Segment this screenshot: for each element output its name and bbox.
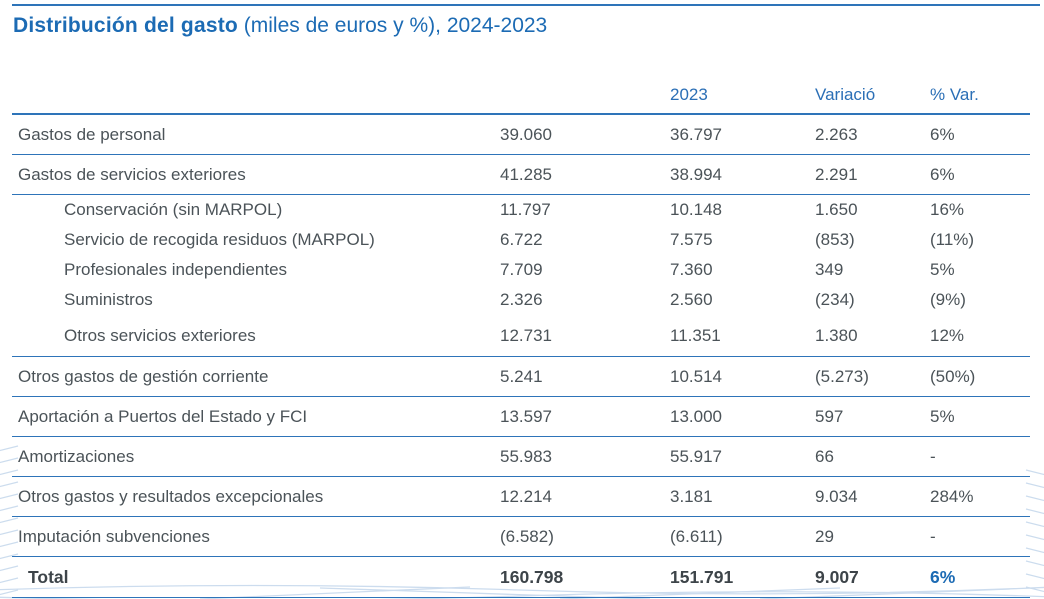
value-pct-var: (11%) xyxy=(930,230,975,249)
row-label: Gastos de personal xyxy=(18,124,166,144)
table-row: Conservación (sin MARPOL) 11.797 10.148 … xyxy=(12,195,1030,225)
value-variation: (5.273) xyxy=(815,366,869,386)
row-label: Otros gastos de gestión corriente xyxy=(18,366,269,386)
header-2023: 2023 xyxy=(670,84,708,104)
table-row: Servicio de recogida residuos (MARPOL) 6… xyxy=(12,225,1030,255)
value-2023: 10.148 xyxy=(670,200,722,219)
table-body: Gastos de personal 39.060 36.797 2.263 6… xyxy=(12,115,1030,598)
value-2023: 10.514 xyxy=(670,366,722,386)
value-variation: 349 xyxy=(815,260,844,279)
value-pct-var: 16% xyxy=(930,200,965,219)
expense-table: 2023 Variació % Var. Gastos de personal … xyxy=(12,76,1030,598)
value-2023: 7.360 xyxy=(670,260,713,279)
value-2024: 39.060 xyxy=(500,124,552,144)
table-row: Profesionales independientes 7.709 7.360… xyxy=(12,255,1030,285)
value-variation: 1.380 xyxy=(815,325,858,345)
value-variation: 597 xyxy=(815,406,844,426)
value-2023: 11.351 xyxy=(670,325,721,345)
value-2024: 55.983 xyxy=(500,446,552,466)
table-row: Gastos de servicios exteriores 41.285 38… xyxy=(12,155,1030,195)
value-2023: 13.000 xyxy=(670,406,722,426)
table-row: Aportación a Puertos del Estado y FCI 13… xyxy=(12,397,1030,437)
title-main: Distribución del gasto xyxy=(13,14,238,37)
value-2023: 7.575 xyxy=(670,230,713,249)
table-row: Amortizaciones 55.983 55.917 66 - xyxy=(12,437,1030,477)
table-header-row: 2023 Variació % Var. xyxy=(12,76,1030,115)
value-2023: 2.560 xyxy=(670,290,713,309)
value-pct-var: 6% xyxy=(930,566,956,587)
value-pct-var: (50%) xyxy=(930,366,976,386)
row-label: Suministros xyxy=(64,290,153,309)
value-variation: 1.650 xyxy=(815,200,858,219)
page-title: Distribución del gasto (miles de euros y… xyxy=(13,14,547,38)
row-label: Gastos de servicios exteriores xyxy=(18,164,246,184)
value-2024: (6.582) xyxy=(500,526,554,546)
value-2024: 7.709 xyxy=(500,260,543,279)
value-2024: 6.722 xyxy=(500,230,543,249)
value-2024: 160.798 xyxy=(500,566,564,587)
table-row: Otros gastos y resultados excepcionales … xyxy=(12,477,1030,517)
value-variation: 9.034 xyxy=(815,486,858,506)
row-label: Amortizaciones xyxy=(18,446,135,466)
value-variation: 29 xyxy=(815,526,834,546)
value-pct-var: 12% xyxy=(930,325,965,345)
table-row: Suministros 2.326 2.560 (234) (9%) xyxy=(12,285,1030,315)
value-variation: 2.291 xyxy=(815,164,858,184)
value-2023: (6.611) xyxy=(670,526,723,546)
value-pct-var: - xyxy=(930,446,936,466)
row-label: Profesionales independientes xyxy=(64,260,288,279)
value-pct-var: - xyxy=(930,526,936,546)
row-label: Servicio de recogida residuos (MARPOL) xyxy=(64,230,375,249)
value-2024: 13.597 xyxy=(500,406,552,426)
value-2023: 3.181 xyxy=(670,486,713,506)
value-2024: 2.326 xyxy=(500,290,543,309)
header-variation: Variació xyxy=(815,84,876,104)
value-2024: 5.241 xyxy=(500,366,543,386)
table-row: Gastos de personal 39.060 36.797 2.263 6… xyxy=(12,115,1030,155)
table-row: Imputación subvenciones (6.582) (6.611) … xyxy=(12,517,1030,557)
value-pct-var: (9%) xyxy=(930,290,966,309)
table-row: Otros servicios exteriores 12.731 11.351… xyxy=(12,315,1030,357)
row-label: Total xyxy=(28,566,69,587)
value-pct-var: 284% xyxy=(930,486,974,506)
table-row: Otros gastos de gestión corriente 5.241 … xyxy=(12,357,1030,397)
value-2024: 12.214 xyxy=(500,486,552,506)
value-2023: 55.917 xyxy=(670,446,722,466)
table-row: Total 160.798 151.791 9.007 6% xyxy=(12,557,1030,598)
row-label: Otros servicios exteriores xyxy=(64,325,256,345)
value-2024: 41.285 xyxy=(500,164,552,184)
value-2023: 151.791 xyxy=(670,566,734,587)
value-2023: 36.797 xyxy=(670,124,722,144)
row-label: Otros gastos y resultados excepcionales xyxy=(18,486,324,506)
value-pct-var: 5% xyxy=(930,260,955,279)
value-variation: (234) xyxy=(815,290,855,309)
top-rule xyxy=(12,4,1040,6)
header-pct-var: % Var. xyxy=(930,84,979,104)
title-subtitle: (miles de euros y %), 2024-2023 xyxy=(237,14,548,37)
value-pct-var: 6% xyxy=(930,164,955,184)
value-variation: (853) xyxy=(815,230,855,249)
value-pct-var: 6% xyxy=(930,124,955,144)
value-variation: 2.263 xyxy=(815,124,858,144)
value-pct-var: 5% xyxy=(930,406,955,426)
value-2024: 12.731 xyxy=(500,325,552,345)
row-label: Aportación a Puertos del Estado y FCI xyxy=(18,406,308,426)
value-variation: 66 xyxy=(815,446,834,466)
row-label: Conservación (sin MARPOL) xyxy=(64,200,283,219)
value-2024: 11.797 xyxy=(500,200,551,219)
value-2023: 38.994 xyxy=(670,164,722,184)
row-label: Imputación subvenciones xyxy=(18,526,210,546)
value-variation: 9.007 xyxy=(815,566,859,587)
